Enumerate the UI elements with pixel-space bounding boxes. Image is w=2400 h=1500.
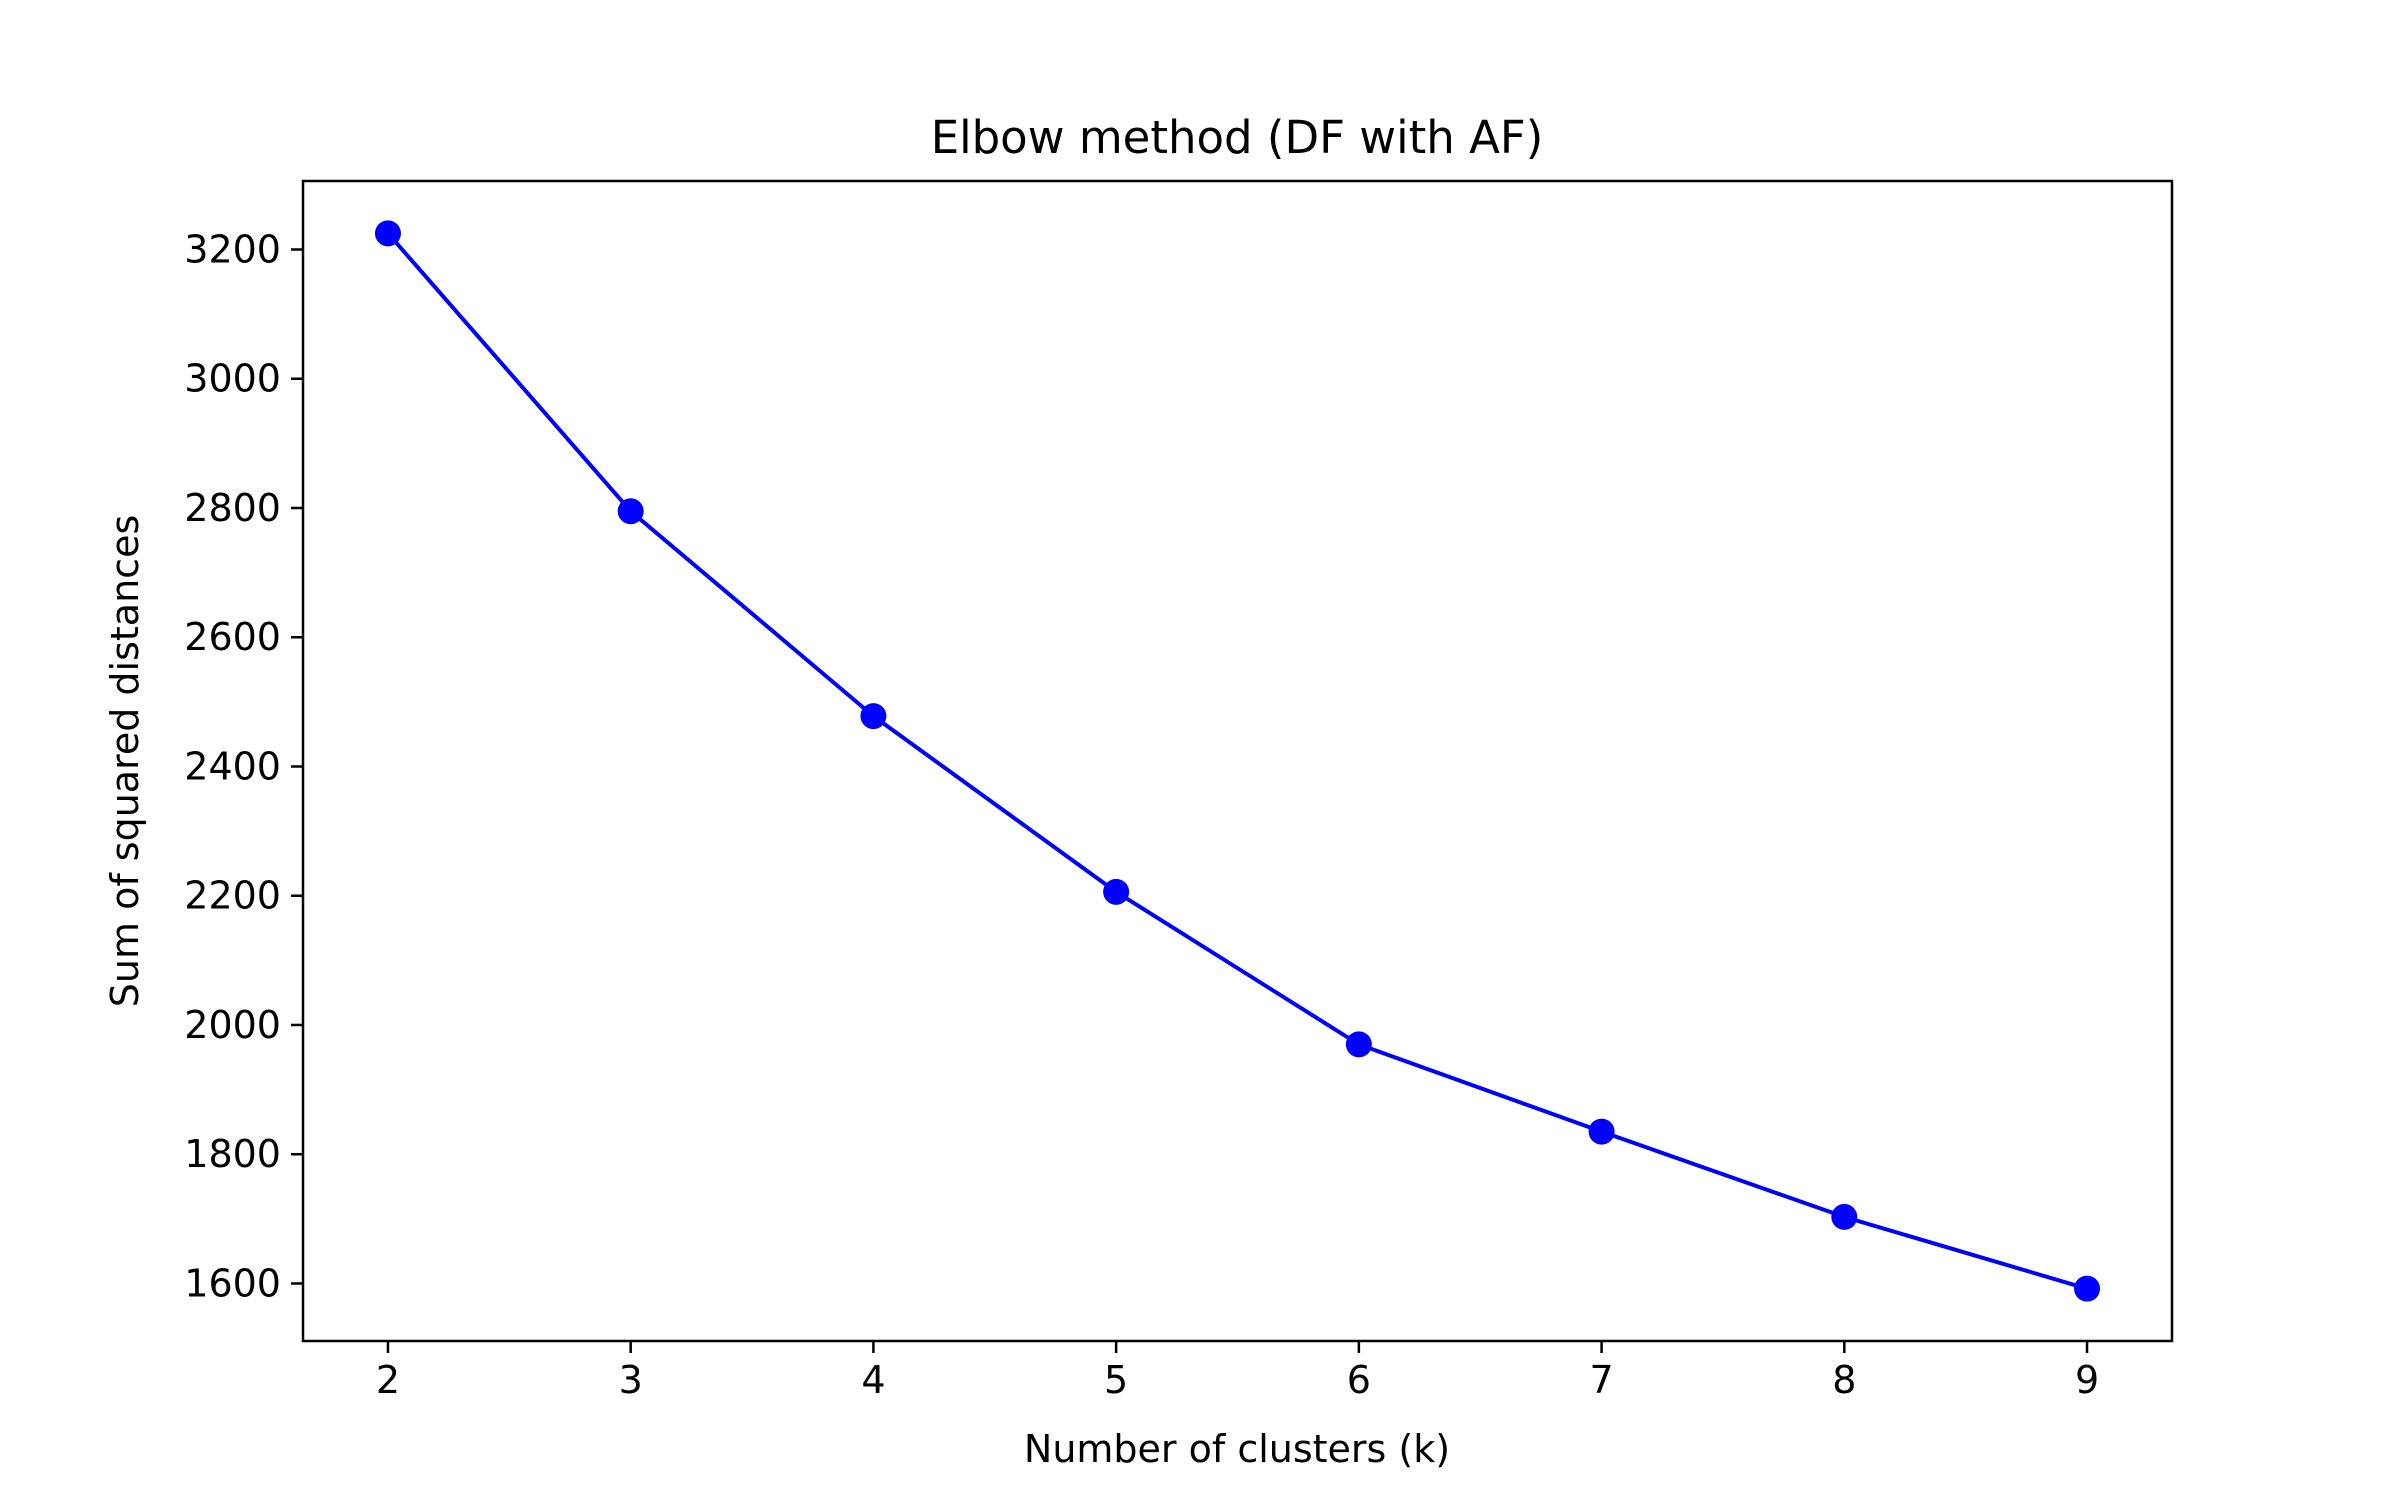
chart-title: Elbow method (DF with AF) bbox=[931, 111, 1544, 164]
x-tick-label: 4 bbox=[861, 1358, 885, 1402]
y-tick-label: 2200 bbox=[184, 874, 281, 918]
y-tick-label: 1800 bbox=[184, 1132, 281, 1176]
data-point-k5 bbox=[1103, 878, 1130, 905]
data-point-k2 bbox=[374, 220, 401, 247]
y-tick-label: 3200 bbox=[184, 228, 281, 272]
data-point-k8 bbox=[1831, 1203, 1858, 1230]
x-axis-ticks: 2 3 4 5 6 7 8 9 bbox=[376, 1341, 2099, 1402]
y-axis-ticks: 1600 1800 2000 2200 2400 2600 2800 3000 3200 bbox=[184, 228, 303, 1305]
y-tick-label: 2000 bbox=[184, 1003, 281, 1047]
x-tick-label: 6 bbox=[1347, 1358, 1371, 1402]
y-tick-label: 2400 bbox=[184, 744, 281, 788]
plot-series bbox=[374, 220, 2101, 1302]
x-axis-label: Number of clusters (k) bbox=[1024, 1427, 1450, 1471]
y-tick-label: 2800 bbox=[184, 486, 281, 530]
x-tick-label: 5 bbox=[1104, 1358, 1128, 1402]
data-point-k7 bbox=[1588, 1118, 1615, 1145]
y-tick-label: 1600 bbox=[184, 1261, 281, 1305]
y-axis-label: Sum of squared distances bbox=[103, 515, 147, 1007]
x-tick-label: 7 bbox=[1589, 1358, 1613, 1402]
data-point-k9 bbox=[2074, 1275, 2101, 1302]
data-point-k6 bbox=[1345, 1031, 1372, 1058]
plot-frame bbox=[301, 179, 2174, 1343]
x-tick-label: 9 bbox=[2075, 1358, 2099, 1402]
x-tick-label: 3 bbox=[619, 1358, 643, 1402]
series-line bbox=[386, 231, 2088, 1291]
data-point-k4 bbox=[860, 703, 887, 730]
x-tick-label: 2 bbox=[376, 1358, 400, 1402]
y-tick-label: 2600 bbox=[184, 615, 281, 659]
data-point-k3 bbox=[617, 498, 644, 525]
y-tick-label: 3000 bbox=[184, 357, 281, 401]
x-tick-label: 8 bbox=[1832, 1358, 1856, 1402]
